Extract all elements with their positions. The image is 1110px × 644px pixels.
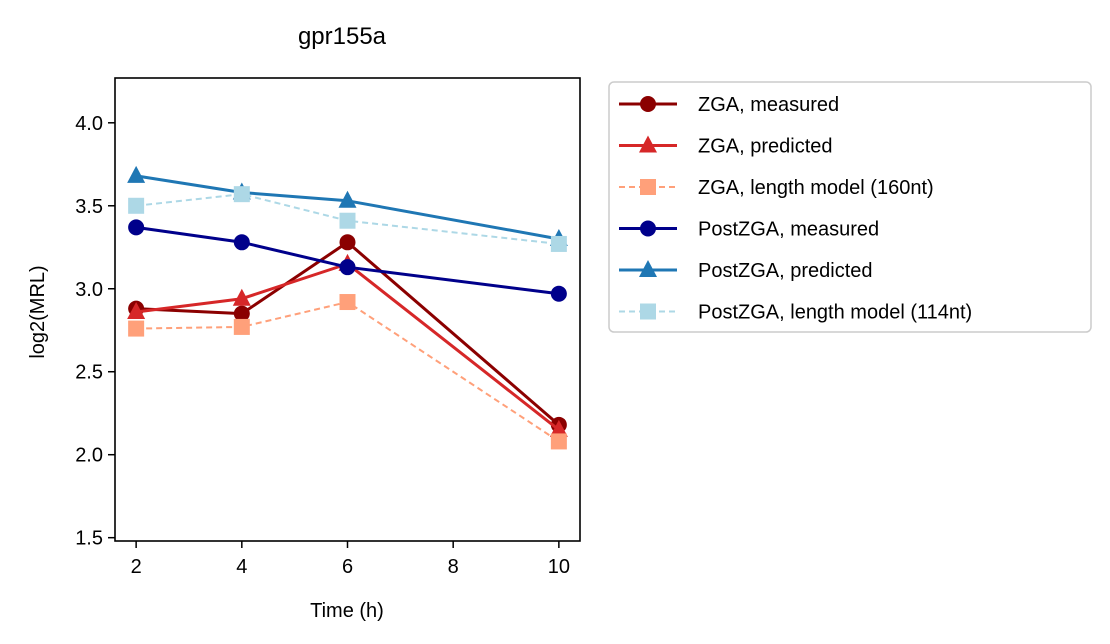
legend-label: ZGA, length model (160nt) (698, 177, 934, 199)
data-point (550, 285, 567, 302)
series-line (136, 240, 560, 426)
legend-marker (639, 260, 657, 277)
legend-frame (608, 81, 1092, 333)
legend-marker (640, 220, 656, 237)
legend-marker (640, 96, 656, 112)
series-line (135, 225, 560, 296)
legend: ZGA, measured ZGA, predicted ZGA, length m… (608, 81, 1092, 333)
y-tick-label: 3.5 (75, 196, 103, 218)
legend-entry: ZGA, measured (619, 94, 839, 116)
y-tick-label: 1.5 (75, 528, 103, 550)
legend-marker (639, 135, 657, 153)
data-point (128, 320, 145, 337)
legend-label: ZGA, predicted (698, 136, 833, 158)
legend-label: PostZGA, length model (114nt) (698, 302, 972, 324)
legend-entry: PostZGA, measured (619, 219, 879, 241)
x-tick-label: 4 (236, 556, 247, 578)
legend-marker (640, 179, 656, 195)
legend-marker (640, 303, 656, 320)
y-tick-label: 2.0 (75, 445, 103, 467)
data-point (128, 197, 145, 214)
legend-entry: PostZGA, predicted (619, 260, 873, 282)
y-axis-label: log2(MRL) (27, 265, 49, 358)
series-line (135, 262, 560, 431)
series-line (136, 301, 560, 443)
series-4 (128, 219, 567, 302)
series-3 (128, 294, 567, 450)
data-point (550, 235, 567, 252)
series-line (136, 193, 559, 245)
axis-ticks: 2 4 6 8 10 1.5 2.0 2.5 3.0 3.5 4.0 (75, 113, 570, 578)
data-point (339, 294, 356, 311)
series-2 (127, 253, 568, 437)
data-point (233, 305, 250, 322)
data-point (549, 419, 568, 437)
y-tick-label: 3.0 (75, 279, 103, 301)
data-point (338, 190, 357, 208)
chart-title: gpr155a (298, 23, 387, 50)
data-point (233, 186, 250, 203)
data-point (339, 234, 356, 251)
y-tick-label: 4.0 (75, 113, 103, 135)
y-tick-label: 2.5 (75, 362, 103, 384)
data-point (339, 212, 356, 229)
x-tick-label: 10 (548, 556, 570, 578)
x-tick-label: 2 (131, 556, 142, 578)
data-point (127, 165, 146, 183)
legend-entry: ZGA, length model (160nt) (619, 177, 934, 199)
data-point (127, 301, 146, 319)
data-point (233, 318, 250, 335)
legend-entry: ZGA, predicted (619, 135, 833, 158)
plot-area (127, 165, 568, 450)
x-tick-label: 8 (448, 556, 459, 578)
series-line (135, 174, 560, 241)
data-point (233, 234, 250, 251)
data-point (339, 259, 356, 276)
legend-label: ZGA, measured (698, 94, 839, 116)
x-tick-label: 6 (342, 556, 353, 578)
legend-entry: PostZGA, length model (114nt) (619, 302, 972, 324)
series-6 (128, 186, 567, 252)
data-point (550, 433, 567, 450)
legend-label: PostZGA, predicted (698, 260, 873, 282)
data-point (232, 288, 251, 306)
x-axis-label: Time (h) (310, 600, 384, 622)
legend-label: PostZGA, measured (698, 219, 879, 241)
data-point (128, 219, 145, 236)
